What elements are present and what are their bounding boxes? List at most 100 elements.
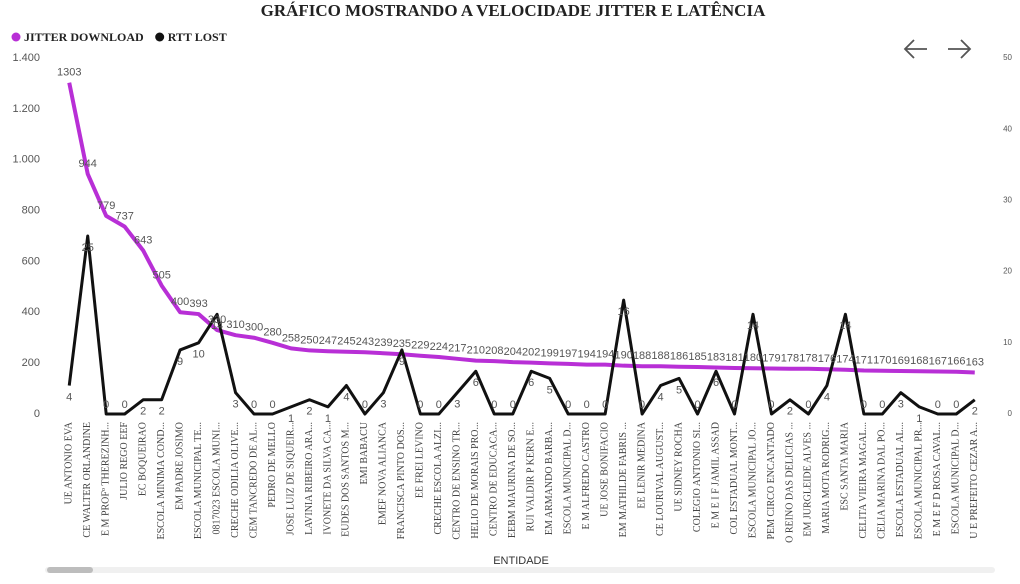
data-label: 2 xyxy=(787,406,793,418)
data-label: 204 xyxy=(504,346,522,358)
data-label: 178 xyxy=(799,353,817,365)
data-label: 171 xyxy=(855,354,873,366)
series-line xyxy=(67,234,976,416)
x-tick-label: O REINO DAS DELICIAS ... xyxy=(784,422,795,543)
x-tick-label: E M ALFREDO CASTRO xyxy=(581,422,592,530)
data-label: 643 xyxy=(134,234,152,246)
data-label: 330 xyxy=(208,314,226,326)
data-label: 6 xyxy=(473,377,479,389)
data-label: 247 xyxy=(319,335,337,347)
data-label: 2 xyxy=(972,406,978,418)
data-label: 16 xyxy=(618,306,630,318)
data-label: 0 xyxy=(565,399,571,411)
legend-marker xyxy=(11,32,21,42)
data-label: 280 xyxy=(263,327,281,339)
x-tick-label: E M E F D ROSA CAVAL... xyxy=(932,422,943,536)
x-tick-label: EM PADRE JOSIMO xyxy=(174,422,185,510)
data-label: 0 xyxy=(953,399,959,411)
data-label: 245 xyxy=(337,336,355,348)
x-tick-label: COLEGIO ANTONIO SI... xyxy=(692,422,703,532)
nav-arrows[interactable] xyxy=(903,39,972,59)
x-tick-label: RUI VALDIR P KERN E... xyxy=(526,422,537,532)
data-label: 217 xyxy=(448,343,466,355)
data-label: 163 xyxy=(966,356,984,368)
data-label: 0 xyxy=(694,399,700,411)
prev-arrow[interactable] xyxy=(903,39,927,59)
x-tick-label: ESCOLA MUNICIPAL TE... xyxy=(193,422,204,539)
data-label: 0 xyxy=(584,399,590,411)
data-label: 779 xyxy=(97,200,115,212)
x-tick-label: UE JOSE BONIFACIO xyxy=(599,422,610,517)
data-label: 169 xyxy=(892,355,910,367)
x-tick-label: HELIO DE MORAIS PRO... xyxy=(470,422,481,539)
y-tick-label: 1.200 xyxy=(12,103,40,115)
x-tick-label: CELIA MARINA DAL PO... xyxy=(877,422,888,539)
scroll-thumb[interactable] xyxy=(47,567,93,573)
x-tick-label: EM JURGLEIDE ALVES ... xyxy=(803,422,814,537)
legend-marker xyxy=(155,32,165,42)
data-label: 202 xyxy=(522,347,540,359)
data-label: 3 xyxy=(232,399,238,411)
x-tick-label: ESCOLA MUNICIPAL PR... xyxy=(914,422,925,539)
x-tick-label: CELITA VIEIRA MAGAL... xyxy=(858,422,869,539)
y2-tick-label: 10 xyxy=(1003,338,1012,347)
x-tick-label: CE LOURIVAL AUGUST... xyxy=(655,422,666,536)
data-label: 0 xyxy=(768,399,774,411)
data-label: 25 xyxy=(82,242,94,254)
data-label: 183 xyxy=(707,351,725,363)
data-label: 178 xyxy=(781,353,799,365)
data-label: 2 xyxy=(159,406,165,418)
data-label: 393 xyxy=(189,298,207,310)
data-label: 170 xyxy=(873,355,891,367)
data-label: 176 xyxy=(818,353,836,365)
y-tick-label: 1.000 xyxy=(12,154,40,166)
x-tick-label: EM ARMANDO BARBA... xyxy=(544,422,555,535)
data-label: 239 xyxy=(374,337,392,349)
data-label: 14 xyxy=(839,320,851,332)
y2-tick-label: 50 xyxy=(1003,53,1012,62)
data-label: 0 xyxy=(436,399,442,411)
next-arrow[interactable] xyxy=(948,39,972,59)
data-label: 0 xyxy=(417,399,423,411)
data-label: 0 xyxy=(122,399,128,411)
y-tick-label: 200 xyxy=(22,357,40,369)
chart-title: GRÁFICO MOSTRANDO A VELOCIDADE JITTER E … xyxy=(261,1,766,20)
x-tick-label: CE WALTER ORLANDINE xyxy=(82,422,93,538)
data-label: 250 xyxy=(300,334,318,346)
data-label: 1 xyxy=(325,413,331,425)
y-tick-label: 0 xyxy=(34,408,40,420)
data-label: 1 xyxy=(288,413,294,425)
data-label: 166 xyxy=(947,356,965,368)
scroll-track[interactable] xyxy=(45,567,995,573)
data-label: 0 xyxy=(251,399,257,411)
data-label: 10 xyxy=(192,349,204,361)
data-label: 190 xyxy=(614,350,632,362)
data-label: 0 xyxy=(491,399,497,411)
x-tick-label: EE LENIR MEDINA xyxy=(636,421,647,508)
x-tick-label: JULIO REGO EEF xyxy=(119,422,130,500)
x-tick-label: PEM CIRCO ENCANTADO xyxy=(766,422,777,540)
data-label: 235 xyxy=(393,338,411,350)
y-tick-label: 1.400 xyxy=(12,52,40,64)
data-label: 210 xyxy=(467,345,485,357)
data-label: 14 xyxy=(211,320,223,332)
y-tick-label: 400 xyxy=(22,306,40,318)
data-label: 3 xyxy=(454,399,460,411)
data-label: 208 xyxy=(485,345,503,357)
x-tick-label: 0817023 ESCOLA MUNI... xyxy=(211,422,222,535)
data-label: 4 xyxy=(658,391,664,403)
data-label: 0 xyxy=(731,399,737,411)
x-tick-label: PEDRO DE MELLO xyxy=(267,422,278,508)
legend-label: JITTER DOWNLOAD xyxy=(24,30,144,44)
y2-tick-label: 20 xyxy=(1003,267,1012,276)
x-tick-label: UE ANTONIO EVA xyxy=(64,421,75,504)
data-label: 0 xyxy=(103,399,109,411)
data-label: 737 xyxy=(116,210,134,222)
y2-tick-label: 30 xyxy=(1003,196,1012,205)
x-tick-label: EE FREI LEVINO xyxy=(415,422,426,498)
data-label: 0 xyxy=(639,399,645,411)
x-tick-label: E M E I F JAMIL ASSAD xyxy=(710,422,721,528)
data-label: 0 xyxy=(879,399,885,411)
x-tick-label: CEM TANCREDO DE AL... xyxy=(248,422,259,538)
